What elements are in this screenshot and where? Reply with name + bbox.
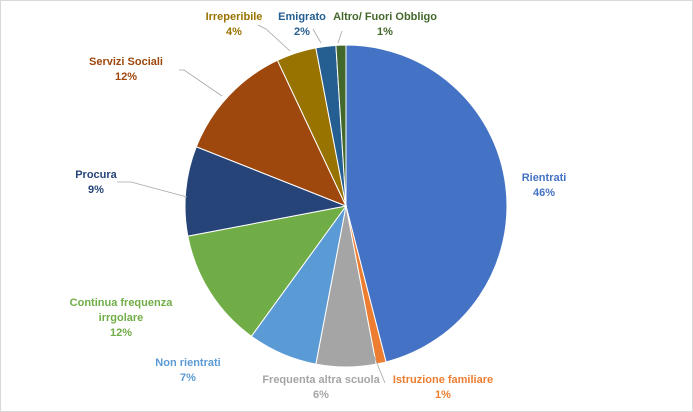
data-label: Servizi Sociali 12% — [89, 56, 163, 83]
data-label-category: Frequenta altra scuola — [262, 374, 380, 386]
leader-line — [117, 181, 188, 198]
data-label-category: irrgolare — [99, 312, 144, 324]
data-label-value: 7% — [180, 372, 196, 384]
data-label-category: Irreperibile — [206, 11, 263, 23]
data-label-category: Rientrati — [522, 172, 567, 184]
data-label-value: 4% — [226, 26, 242, 38]
data-label: Rientrati 46% — [522, 172, 567, 199]
data-label: Istruzione familiare 1% — [393, 374, 493, 401]
data-label: Altro/ Fuori Obbligo 1% — [333, 11, 437, 38]
data-label: Emigrato 2% — [278, 11, 326, 38]
slice-continua-frequenza-irrgolare — [187, 205, 348, 337]
slice-servizi-sociali — [195, 59, 347, 207]
data-label-value: 2% — [294, 26, 310, 38]
data-label-category: Procura — [75, 169, 117, 181]
pie-slices — [184, 44, 508, 368]
data-label-value: 9% — [88, 184, 104, 196]
data-label: Irreperibile 4% — [206, 11, 263, 38]
data-label-value: 46% — [533, 187, 555, 199]
leader-line — [337, 30, 343, 44]
leader-line — [312, 28, 322, 44]
data-labels: Rientrati 46% Istruzione familiare 1% Freque… — [70, 11, 567, 401]
slice-procura — [184, 146, 348, 237]
data-label-value: 6% — [313, 389, 329, 401]
data-label-category: Non rientrati — [155, 357, 220, 369]
data-label: Frequenta altra scuola 6% — [262, 374, 380, 401]
slice-rientrati — [345, 44, 508, 363]
data-label-category: Continua frequenza — [70, 297, 174, 309]
data-label-value: 1% — [435, 389, 451, 401]
data-label: Non rientrati 7% — [155, 357, 220, 384]
data-label-category: Emigrato — [278, 11, 326, 23]
leader-line — [257, 24, 291, 52]
leader-line — [373, 355, 386, 384]
data-label-category: Altro/ Fuori Obbligo — [333, 11, 437, 23]
slice-altro-fuori-obbligo — [335, 44, 347, 207]
data-label-value: 1% — [377, 26, 393, 38]
data-label-value: 12% — [115, 71, 137, 83]
leader-lines — [117, 24, 386, 384]
data-label-category: Istruzione familiare — [393, 374, 493, 386]
data-label-value: 12% — [110, 327, 132, 339]
data-label-category: Servizi Sociali — [89, 56, 163, 68]
data-label: Continua frequenza irrgolare 12% — [70, 297, 174, 339]
leader-line — [179, 69, 223, 97]
data-label: Procura 9% — [75, 169, 117, 196]
